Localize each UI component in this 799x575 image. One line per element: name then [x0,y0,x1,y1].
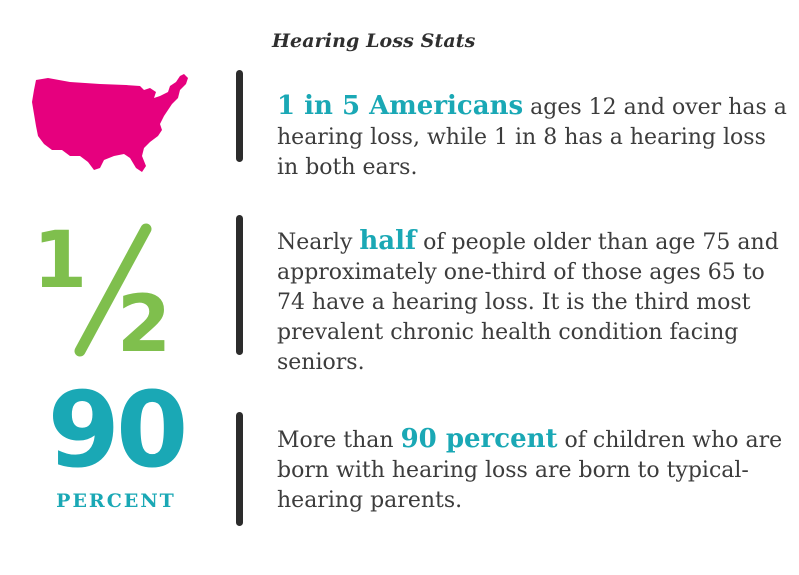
stat-3-highlight: 90 percent [400,424,558,454]
one-half-fraction-icon: 1 2 [38,216,171,365]
stat-2-text: Nearly half of people older than age 75 … [277,226,787,378]
stat-3-body: of children who are born with hearing lo… [277,428,783,513]
stat-2-body: of people older than age 75 and approxim… [277,230,779,375]
fraction-numerator: 1 [38,216,87,306]
fraction-slash [74,223,152,357]
stat-3-pre: More than [277,428,401,453]
stat-2-highlight: half [359,226,417,256]
fraction-denominator: 2 [117,280,171,365]
ninety-big-number: 90 [47,369,189,491]
stat-3-text: More than 90 percent of children who are… [277,424,787,516]
page-title: Hearing Loss Stats [272,30,476,52]
stat-1-text: 1 in 5 Americans ages 12 and over has a … [277,91,787,183]
stat-divider [236,70,243,162]
us-map-icon [32,74,188,172]
stat-divider [236,215,243,355]
percent-label: PERCENT [56,490,176,512]
stat-divider [236,412,243,526]
stat-1-highlight: 1 in 5 Americans [277,91,524,121]
us-map-shape [32,74,188,172]
stat-1-body: ages 12 and over has a hearing loss, whi… [277,95,787,180]
stat-2-pre: Nearly [277,230,360,255]
